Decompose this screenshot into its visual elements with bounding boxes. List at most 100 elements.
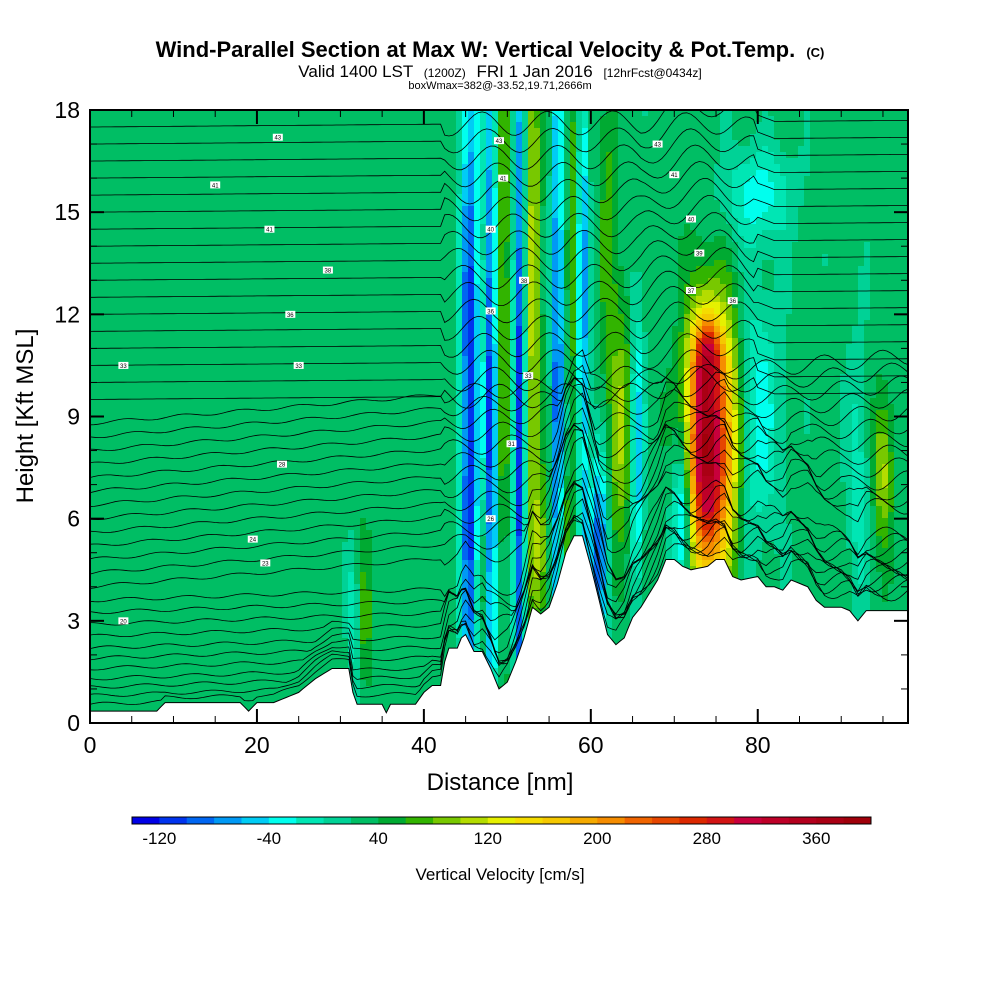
w-cell: [138, 632, 145, 639]
w-cell: [252, 230, 259, 237]
w-cell: [324, 308, 331, 315]
w-cell: [366, 584, 373, 591]
w-cell: [114, 464, 121, 471]
w-cell: [360, 362, 367, 369]
w-cell: [222, 674, 229, 681]
w-cell: [354, 248, 361, 255]
w-cell: [294, 374, 301, 381]
w-cell: [186, 182, 193, 189]
w-cell: [372, 398, 379, 405]
w-cell: [252, 410, 259, 417]
w-cell: [150, 212, 157, 219]
w-cell: [282, 518, 289, 525]
w-cell: [186, 236, 193, 243]
w-cell: [300, 482, 307, 489]
w-cell: [318, 530, 325, 537]
w-cell: [102, 548, 109, 555]
w-cell: [276, 470, 283, 477]
w-cell: [186, 170, 193, 177]
w-cell: [96, 386, 103, 393]
w-cell: [288, 614, 295, 621]
w-cell: [132, 404, 139, 411]
w-cell: [342, 416, 349, 423]
w-cell: [234, 332, 241, 339]
w-cell: [168, 548, 175, 555]
w-cell: [108, 224, 115, 231]
w-cell: [240, 674, 247, 681]
w-cell: [288, 134, 295, 141]
w-cell: [240, 152, 247, 159]
w-cell: [234, 674, 241, 681]
w-cell: [234, 320, 241, 327]
w-cell: [132, 170, 139, 177]
w-cell: [294, 650, 301, 657]
w-cell: [258, 206, 265, 213]
w-cell: [378, 224, 385, 231]
w-cell: [240, 668, 247, 675]
w-cell: [324, 290, 331, 297]
w-cell: [354, 692, 361, 699]
w-cell: [306, 248, 313, 255]
w-cell: [180, 674, 187, 681]
w-cell: [228, 356, 235, 363]
w-cell: [234, 578, 241, 585]
w-cell: [90, 692, 97, 699]
w-cell: [240, 194, 247, 201]
w-cell: [360, 560, 367, 567]
w-cell: [336, 272, 343, 279]
w-cell: [168, 614, 175, 621]
w-cell: [228, 200, 235, 207]
w-cell: [144, 164, 151, 171]
w-cell: [144, 218, 151, 225]
w-cell: [198, 632, 205, 639]
w-cell: [336, 134, 343, 141]
w-cell: [246, 626, 253, 633]
w-cell: [342, 476, 349, 483]
w-cell: [102, 506, 109, 513]
w-cell: [162, 680, 169, 687]
w-cell: [156, 146, 163, 153]
w-cell: [240, 200, 247, 207]
w-cell: [204, 326, 211, 333]
w-cell: [168, 314, 175, 321]
w-cell: [300, 614, 307, 621]
w-cell: [312, 116, 319, 123]
w-cell: [240, 632, 247, 639]
w-cell: [174, 524, 181, 531]
w-cell: [192, 596, 199, 603]
w-cell: [192, 272, 199, 279]
w-cell: [198, 470, 205, 477]
w-cell: [192, 620, 199, 627]
w-cell: [288, 602, 295, 609]
w-cell: [138, 686, 145, 693]
w-cell: [306, 416, 313, 423]
w-cell: [198, 656, 205, 663]
w-cell: [216, 464, 223, 471]
w-cell: [174, 320, 181, 327]
w-cell: [108, 254, 115, 261]
w-cell: [204, 386, 211, 393]
w-cell: [372, 488, 379, 495]
w-cell: [204, 194, 211, 201]
w-cell: [288, 248, 295, 255]
w-cell: [96, 224, 103, 231]
w-cell: [156, 578, 163, 585]
w-cell: [162, 308, 169, 315]
w-cell: [114, 272, 121, 279]
w-cell: [294, 530, 301, 537]
w-cell: [102, 350, 109, 357]
w-cell: [240, 374, 247, 381]
w-cell: [234, 272, 241, 279]
w-cell: [168, 578, 175, 585]
w-cell: [216, 530, 223, 537]
w-cell: [240, 638, 247, 645]
w-cell: [378, 164, 385, 171]
w-cell: [138, 194, 145, 201]
w-cell: [366, 428, 373, 435]
w-cell: [228, 572, 235, 579]
w-cell: [108, 530, 115, 537]
w-cell: [312, 410, 319, 417]
w-cell: [306, 116, 313, 123]
w-cell: [294, 506, 301, 513]
w-cell: [342, 524, 349, 531]
